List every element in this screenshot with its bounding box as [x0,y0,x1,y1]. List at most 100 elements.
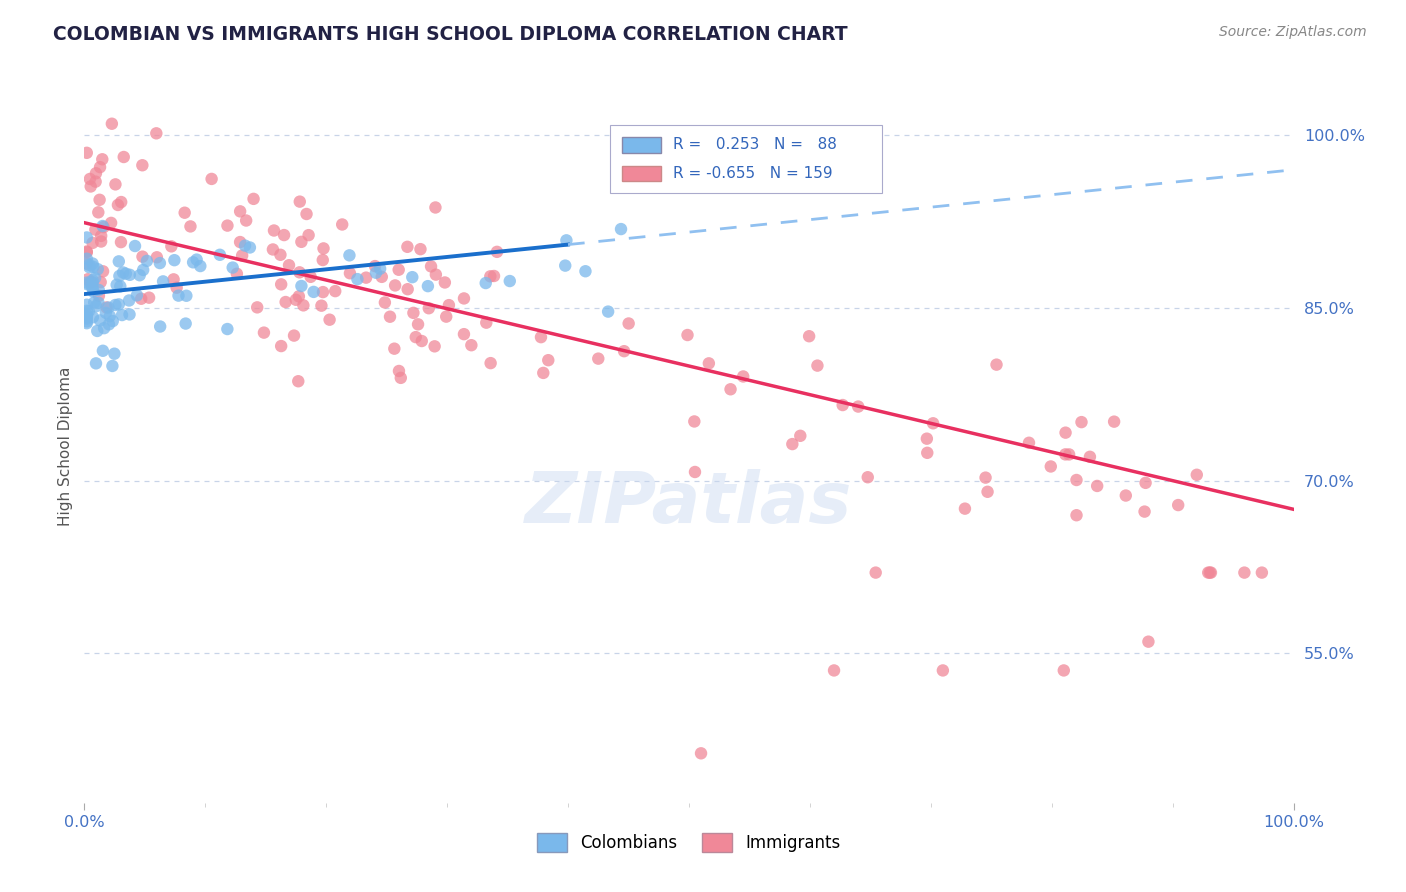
Point [80,179,103,194]
Point [986,358,1008,372]
Point [418,301,440,316]
Point [91,343,114,358]
Point [80,279,103,293]
Point [389,371,412,385]
Point [269,248,291,262]
Point [530,330,553,344]
Point [91,219,114,233]
Point [423,339,446,353]
Point [91,153,114,167]
Point [84,356,107,370]
Point [76,145,98,160]
Point [287,374,309,388]
Point [108,254,131,268]
Point [129,292,152,306]
Point [101,314,124,328]
Point [125,288,148,302]
Point [823,664,845,678]
Point [411,334,433,348]
Point [188,259,211,273]
Point [1102,415,1125,429]
Point [1185,467,1208,482]
Point [77,258,100,272]
Point [76,310,98,324]
Point [312,253,335,268]
Point [388,364,411,378]
Point [433,276,456,290]
Point [288,194,311,209]
Point [76,298,98,312]
Point [831,398,853,412]
Point [297,228,319,243]
Point [460,338,482,352]
Point [782,437,804,451]
Point [90,228,112,243]
Point [173,205,195,219]
Point [79,260,101,275]
Point [401,270,423,285]
Point [425,201,447,215]
Point [82,273,104,287]
Point [84,175,107,189]
Point [83,295,105,310]
Point [246,301,269,315]
Point [453,327,475,342]
Point [100,216,122,230]
Point [76,245,98,260]
Point [354,270,377,285]
Point [90,235,112,249]
Point [295,207,318,221]
Point [131,158,153,172]
Point [82,256,104,270]
Point [856,470,879,484]
Point [97,318,120,332]
Point [118,268,141,282]
Point [105,277,128,292]
Point [76,256,98,270]
Point [1137,634,1160,648]
Point [434,310,457,324]
Point [1167,498,1189,512]
Point [697,356,720,370]
Point [87,262,110,277]
Point [720,382,742,396]
Point [201,172,224,186]
Point [84,271,107,285]
Point [479,356,502,370]
Bar [623,166,661,181]
Point [110,279,132,293]
Point [162,272,184,286]
Point [107,198,129,212]
Point [396,282,419,296]
Point [76,272,98,286]
Point [364,259,387,273]
Point [149,256,172,270]
Point [253,326,276,340]
Point [270,277,292,292]
Point [339,248,361,262]
Point [683,414,706,428]
Point [574,264,596,278]
Point [1066,473,1088,487]
Text: R = -0.655   N = 159: R = -0.655 N = 159 [673,166,832,181]
Point [163,253,186,268]
Point [613,344,636,359]
Point [453,292,475,306]
Point [797,329,820,343]
Point [104,178,127,192]
Point [76,316,98,330]
Text: ZIPatlas: ZIPatlas [526,468,852,538]
Point [475,316,498,330]
Point [118,293,141,308]
Point [97,301,120,315]
Point [292,298,315,312]
Point [617,317,640,331]
Point [283,328,305,343]
Point [112,150,135,164]
Point [79,275,101,289]
Point [278,258,301,272]
Point [416,279,439,293]
Point [76,308,98,322]
Point [364,266,387,280]
Point [76,277,98,292]
